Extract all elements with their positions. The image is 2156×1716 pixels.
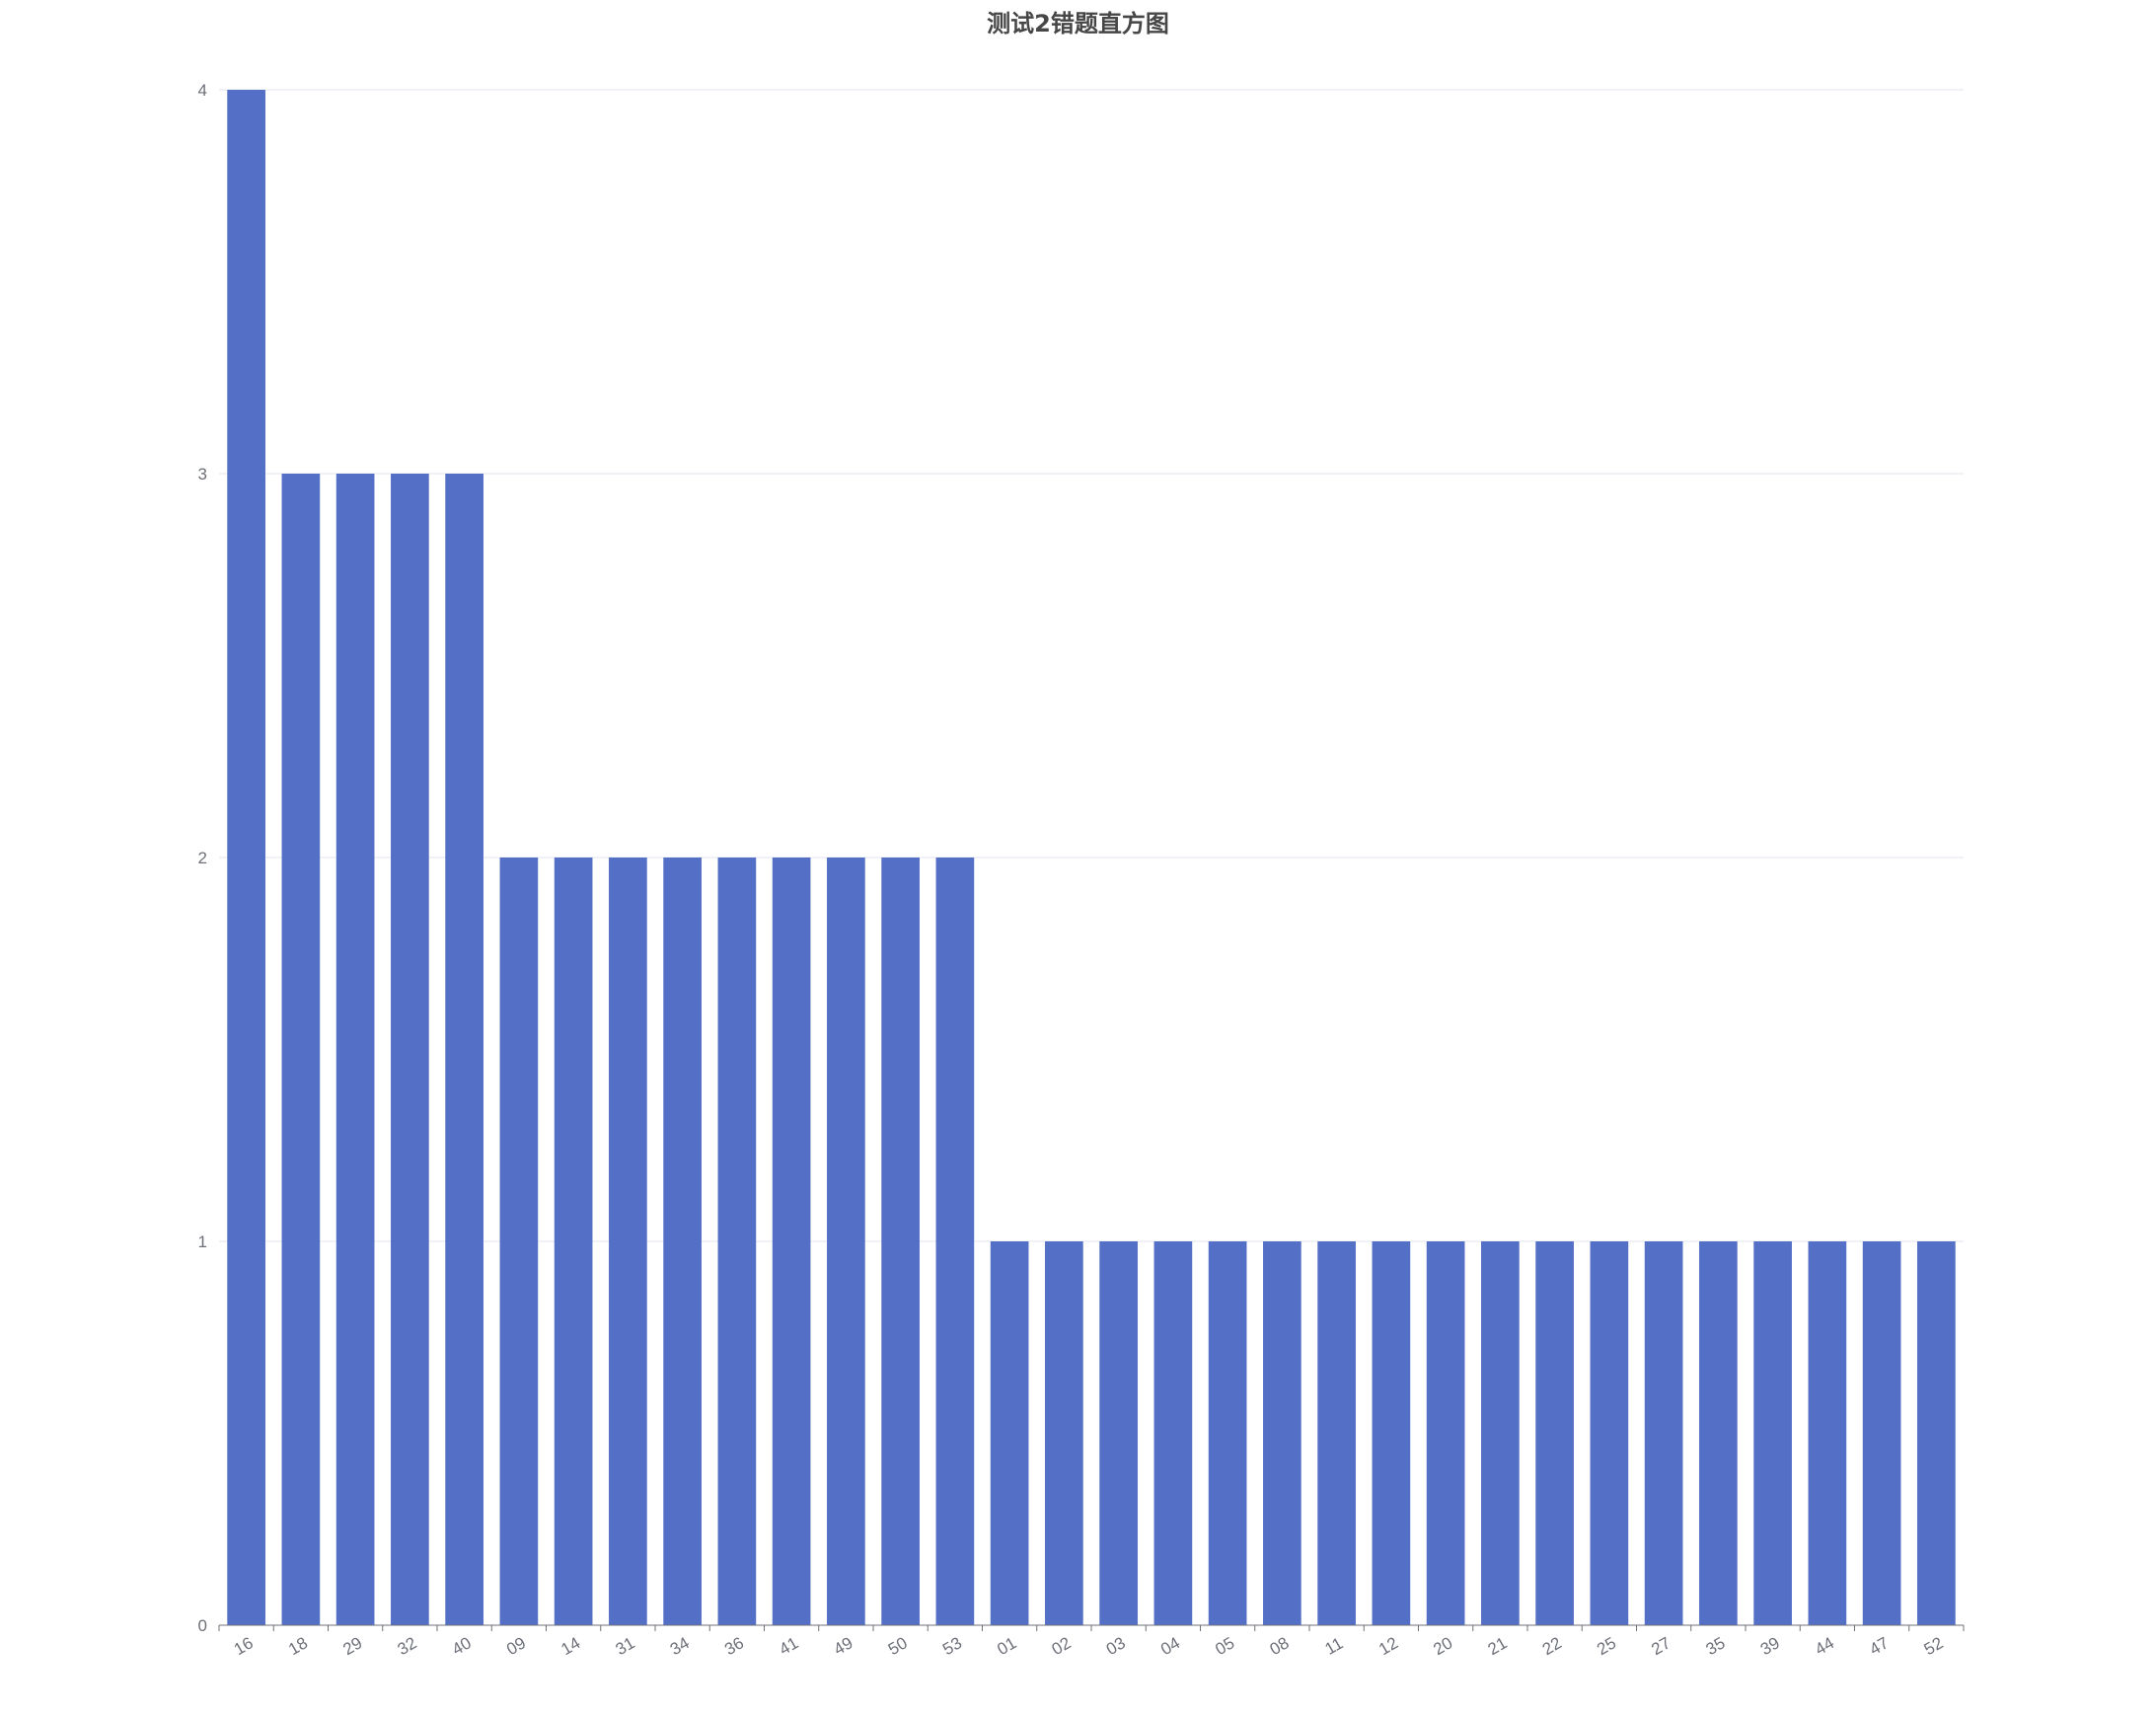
x-tick-label: 52 bbox=[1921, 1633, 1947, 1659]
y-tick-label: 0 bbox=[198, 1616, 207, 1635]
x-tick-label: 41 bbox=[776, 1633, 801, 1659]
bar bbox=[1808, 1241, 1847, 1625]
x-tick-label: 08 bbox=[1267, 1633, 1293, 1659]
chart-title: 测试2错题直方图 bbox=[987, 10, 1169, 37]
bar bbox=[609, 858, 647, 1625]
bar bbox=[445, 474, 483, 1625]
bar bbox=[1317, 1241, 1356, 1625]
x-tick-label: 47 bbox=[1866, 1633, 1892, 1659]
y-tick-label: 3 bbox=[198, 465, 207, 484]
x-tick-label: 20 bbox=[1430, 1633, 1455, 1659]
x-tick-label: 36 bbox=[721, 1633, 747, 1659]
x-tick-label: 25 bbox=[1594, 1633, 1619, 1659]
bar bbox=[1644, 1241, 1683, 1625]
bar bbox=[1481, 1241, 1520, 1625]
x-tick-label: 04 bbox=[1157, 1633, 1183, 1659]
x-tick-label: 50 bbox=[885, 1633, 911, 1659]
x-tick-label: 14 bbox=[558, 1633, 583, 1659]
x-tick-label: 53 bbox=[939, 1633, 965, 1659]
bar bbox=[1917, 1241, 1956, 1625]
bar bbox=[990, 1241, 1029, 1625]
bar bbox=[1426, 1241, 1465, 1625]
x-tick-label: 44 bbox=[1812, 1633, 1837, 1659]
x-tick-label: 35 bbox=[1703, 1633, 1729, 1659]
bar bbox=[281, 474, 321, 1625]
x-tick-label: 21 bbox=[1485, 1633, 1511, 1659]
x-tick-label: 11 bbox=[1321, 1634, 1346, 1659]
x-tick-label: 09 bbox=[503, 1633, 529, 1659]
x-tick-label: 02 bbox=[1049, 1633, 1075, 1659]
bar bbox=[1263, 1241, 1301, 1625]
x-tick-label: 49 bbox=[831, 1633, 856, 1659]
bar bbox=[1208, 1241, 1247, 1625]
x-tick-label: 39 bbox=[1757, 1633, 1783, 1659]
bar bbox=[1753, 1241, 1792, 1625]
x-tick-label: 27 bbox=[1648, 1633, 1673, 1659]
x-tick-label: 03 bbox=[1103, 1633, 1129, 1659]
y-tick-label: 2 bbox=[198, 849, 207, 867]
bar bbox=[499, 858, 539, 1625]
bar bbox=[1153, 1241, 1193, 1625]
bar bbox=[1535, 1241, 1574, 1625]
y-tick-label: 1 bbox=[198, 1232, 207, 1251]
x-tick-label: 18 bbox=[285, 1633, 311, 1659]
bar bbox=[554, 858, 593, 1625]
bar bbox=[335, 474, 375, 1625]
bar bbox=[1862, 1241, 1901, 1625]
bar bbox=[663, 858, 702, 1625]
y-tick-label: 4 bbox=[198, 81, 207, 100]
bar bbox=[1590, 1241, 1629, 1625]
bar bbox=[1372, 1241, 1411, 1625]
bar bbox=[1699, 1241, 1738, 1625]
x-tick-label: 22 bbox=[1539, 1633, 1565, 1659]
x-tick-label: 29 bbox=[339, 1633, 365, 1659]
x-tick-label: 32 bbox=[395, 1633, 420, 1659]
x-tick-label: 40 bbox=[449, 1633, 475, 1659]
x-tick-label: 34 bbox=[667, 1633, 693, 1659]
bar bbox=[1099, 1241, 1138, 1625]
bar bbox=[881, 858, 920, 1625]
x-tick-label: 16 bbox=[231, 1633, 257, 1659]
x-tick-label: 05 bbox=[1212, 1633, 1237, 1659]
bar bbox=[391, 474, 429, 1625]
x-tick-label: 31 bbox=[613, 1633, 638, 1659]
bar bbox=[227, 90, 265, 1625]
bar bbox=[827, 858, 865, 1625]
bar bbox=[717, 858, 757, 1625]
bar bbox=[772, 858, 811, 1625]
x-tick-label: 01 bbox=[994, 1633, 1019, 1659]
bar bbox=[935, 858, 975, 1625]
bar bbox=[1045, 1241, 1083, 1625]
x-tick-label: 12 bbox=[1375, 1633, 1401, 1659]
